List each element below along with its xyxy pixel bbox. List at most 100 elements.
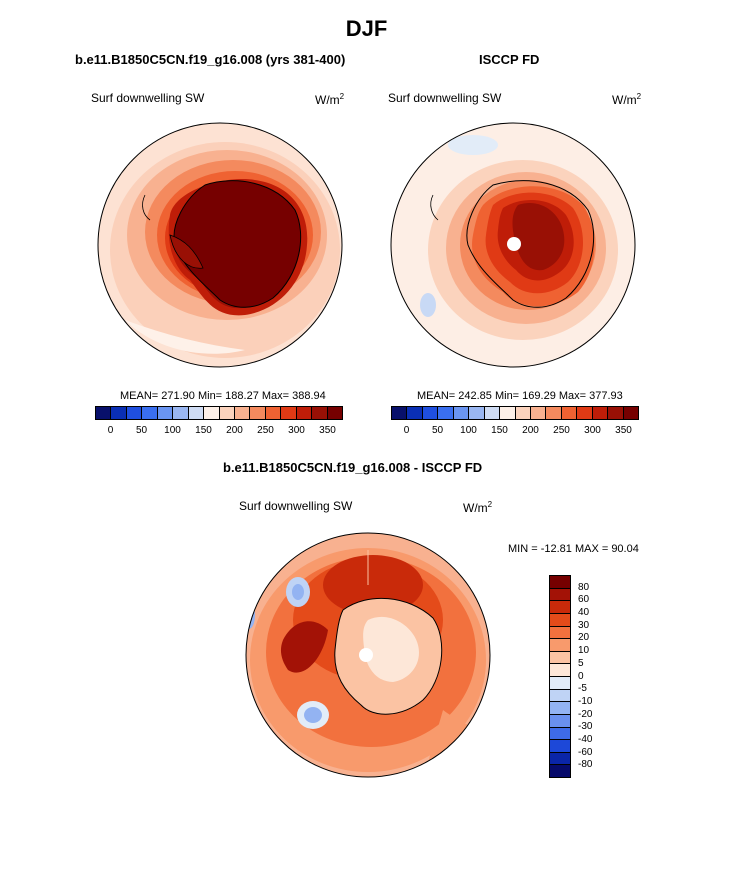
colorbar-tick-label: -60 bbox=[578, 746, 593, 758]
colorbar-swatch bbox=[250, 407, 266, 419]
right-colorbar-ticks: 0 50 100 150 200 250 300 350 bbox=[391, 425, 639, 439]
difference-polar-map bbox=[245, 532, 491, 778]
colorbar-tick-label: 200 bbox=[226, 425, 243, 436]
colorbar-tick-label: -80 bbox=[578, 759, 593, 771]
colorbar-swatch bbox=[592, 407, 609, 419]
colorbar-swatch bbox=[550, 588, 570, 602]
colorbar-tick-label: -20 bbox=[578, 708, 593, 720]
colorbar-swatch bbox=[126, 407, 143, 419]
colorbar-swatch bbox=[550, 601, 570, 614]
colorbar-swatch bbox=[530, 407, 547, 419]
colorbar-swatch bbox=[550, 677, 570, 690]
colorbar-swatch bbox=[142, 407, 158, 419]
colorbar-swatch bbox=[281, 407, 297, 419]
colorbar-tick-label: 50 bbox=[431, 425, 444, 436]
colorbar-swatch bbox=[438, 407, 454, 419]
left-units-label: W/m2 bbox=[315, 92, 345, 107]
diff-variable-label: Surf downwelling SW bbox=[239, 499, 353, 513]
colorbar-swatch bbox=[515, 407, 531, 419]
colorbar-swatch bbox=[550, 714, 570, 728]
colorbar-swatch bbox=[422, 407, 439, 419]
colorbar-swatch bbox=[550, 727, 570, 741]
colorbar-tick-label: 0 bbox=[107, 425, 114, 436]
colorbar-swatch bbox=[550, 740, 570, 753]
colorbar-tick-label: 100 bbox=[164, 425, 181, 436]
colorbar-swatch bbox=[561, 407, 578, 419]
colorbar-tick-label: 300 bbox=[584, 425, 601, 436]
left-stats-label: MEAN= 271.90 Min= 188.27 Max= 388.94 bbox=[120, 390, 326, 402]
colorbar-swatch bbox=[219, 407, 235, 419]
right-colorbar bbox=[391, 406, 639, 420]
colorbar-swatch bbox=[550, 765, 570, 777]
left-colorbar bbox=[95, 406, 343, 420]
colorbar-swatch bbox=[392, 407, 408, 419]
left-colorbar-ticks: 0 50 100 150 200 250 300 350 bbox=[95, 425, 343, 439]
colorbar-tick-label: 50 bbox=[135, 425, 148, 436]
colorbar-tick-label: 100 bbox=[460, 425, 477, 436]
left-polar-map bbox=[97, 122, 343, 368]
colorbar-swatch bbox=[111, 407, 127, 419]
colorbar-tick-label: -30 bbox=[578, 721, 593, 733]
colorbar-swatch bbox=[96, 407, 112, 419]
right-polar-map bbox=[390, 122, 636, 368]
colorbar-swatch bbox=[550, 651, 570, 665]
colorbar-swatch bbox=[550, 626, 570, 640]
colorbar-swatch bbox=[608, 407, 624, 419]
colorbar-swatch bbox=[453, 407, 470, 419]
right-stats-label: MEAN= 242.85 Min= 169.29 Max= 377.93 bbox=[417, 390, 623, 402]
colorbar-tick-label: 40 bbox=[578, 607, 590, 619]
colorbar-swatch bbox=[188, 407, 205, 419]
colorbar-swatch bbox=[623, 407, 638, 419]
colorbar-swatch bbox=[296, 407, 313, 419]
colorbar-swatch bbox=[469, 407, 485, 419]
colorbar-swatch bbox=[546, 407, 562, 419]
left-panel-title: b.e11.B1850C5CN.f19_g16.008 (yrs 381-400… bbox=[75, 52, 346, 67]
colorbar-tick-label: 350 bbox=[615, 425, 632, 436]
colorbar-tick-label: 20 bbox=[578, 632, 590, 644]
colorbar-tick-label: -40 bbox=[578, 733, 593, 745]
colorbar-swatch bbox=[234, 407, 251, 419]
colorbar-swatch bbox=[500, 407, 516, 419]
colorbar-tick-label: 5 bbox=[578, 657, 584, 669]
colorbar-tick-label: 30 bbox=[578, 619, 590, 631]
colorbar-tick-label: -5 bbox=[578, 683, 587, 695]
diff-units-label: W/m2 bbox=[463, 500, 493, 515]
colorbar-swatch bbox=[550, 702, 570, 715]
colorbar-tick-label: 250 bbox=[553, 425, 570, 436]
colorbar-swatch bbox=[550, 689, 570, 703]
right-panel-title: ISCCP FD bbox=[479, 52, 540, 67]
colorbar-tick-label: -10 bbox=[578, 695, 593, 707]
colorbar-tick-label: 250 bbox=[257, 425, 274, 436]
colorbar-swatch bbox=[550, 752, 570, 766]
colorbar-swatch bbox=[173, 407, 189, 419]
colorbar-tick-label: 0 bbox=[403, 425, 410, 436]
colorbar-swatch bbox=[265, 407, 282, 419]
colorbar-tick-label: 350 bbox=[319, 425, 336, 436]
figure-title: DJF bbox=[345, 16, 388, 41]
colorbar-swatch bbox=[204, 407, 220, 419]
colorbar-tick-label: 0 bbox=[578, 670, 584, 682]
colorbar-swatch bbox=[550, 576, 570, 589]
difference-colorbar-ticks: 80 60 40 30 20 10 5 0 -5 -10 -20 -30 -40 -60 -80 bbox=[578, 575, 608, 778]
colorbar-swatch bbox=[550, 639, 570, 652]
diff-panel-title: b.e11.B1850C5CN.f19_g16.008 - ISCCP FD bbox=[223, 460, 483, 475]
colorbar-swatch bbox=[312, 407, 328, 419]
colorbar-tick-label: 80 bbox=[578, 581, 590, 593]
colorbar-swatch bbox=[484, 407, 501, 419]
diff-min-max-label: MIN = -12.81 MAX = 90.04 bbox=[508, 543, 639, 555]
colorbar-swatch bbox=[327, 407, 342, 419]
colorbar-tick-label: 150 bbox=[491, 425, 508, 436]
colorbar-swatch bbox=[550, 613, 570, 627]
colorbar-tick-label: 150 bbox=[195, 425, 212, 436]
colorbar-swatch bbox=[577, 407, 593, 419]
difference-colorbar bbox=[549, 575, 571, 778]
right-units-label: W/m2 bbox=[612, 92, 642, 107]
colorbar-tick-label: 10 bbox=[578, 645, 590, 657]
colorbar-tick-label: 60 bbox=[578, 594, 590, 606]
colorbar-swatch bbox=[407, 407, 423, 419]
colorbar-tick-label: 300 bbox=[288, 425, 305, 436]
colorbar-tick-label: 200 bbox=[522, 425, 539, 436]
right-variable-label: Surf downwelling SW bbox=[388, 91, 502, 105]
left-variable-label: Surf downwelling SW bbox=[91, 91, 205, 105]
colorbar-swatch bbox=[157, 407, 174, 419]
